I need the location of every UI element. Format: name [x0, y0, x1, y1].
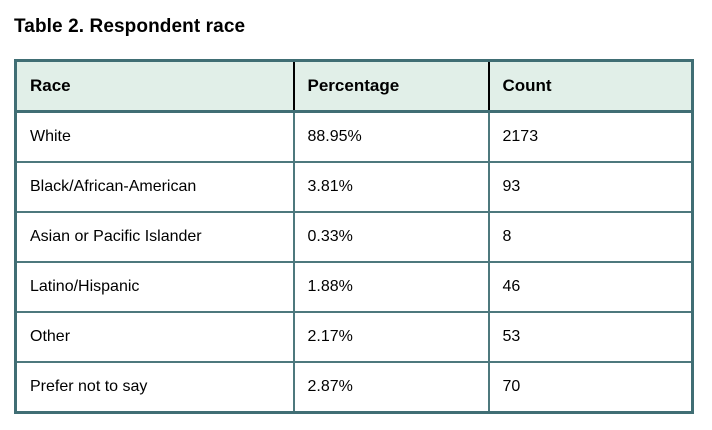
column-header-race: Race: [14, 60, 295, 113]
table-body: White 88.95% 2173 Black/African-American…: [14, 110, 694, 414]
percentage-cell: 3.81%: [292, 161, 490, 213]
count-cell: 8: [487, 211, 694, 263]
race-cell: White: [14, 110, 295, 163]
respondent-race-table: Race Percentage Count White 88.95% 2173 …: [14, 59, 694, 414]
header-row: Race Percentage Count: [14, 60, 694, 113]
count-cell: 2173: [487, 110, 694, 163]
table-row: Other 2.17% 53: [14, 311, 694, 363]
count-cell: 53: [487, 311, 694, 363]
count-cell: 70: [487, 361, 694, 414]
count-cell: 46: [487, 261, 694, 313]
race-cell: Prefer not to say: [14, 361, 295, 414]
table-row: Asian or Pacific Islander 0.33% 8: [14, 211, 694, 263]
race-cell: Latino/Hispanic: [14, 261, 295, 313]
table-header: Race Percentage Count: [14, 60, 694, 113]
percentage-cell: 2.87%: [292, 361, 490, 414]
table-caption: Table 2. Respondent race: [14, 16, 246, 37]
race-cell: Asian or Pacific Islander: [14, 211, 295, 263]
table-row: White 88.95% 2173: [14, 110, 694, 163]
percentage-cell: 0.33%: [292, 211, 490, 263]
count-cell: 93: [487, 161, 694, 213]
table-row: Black/African-American 3.81% 93: [14, 161, 694, 213]
percentage-cell: 2.17%: [292, 311, 490, 363]
table-row: Prefer not to say 2.87% 70: [14, 361, 694, 414]
document-page: Table 2. Respondent race Race Percentage…: [14, 16, 694, 414]
race-cell: Other: [14, 311, 295, 363]
percentage-cell: 88.95%: [292, 110, 490, 163]
table-row: Latino/Hispanic 1.88% 46: [14, 261, 694, 313]
percentage-cell: 1.88%: [292, 261, 490, 313]
race-cell: Black/African-American: [14, 161, 295, 213]
column-header-count: Count: [487, 60, 694, 113]
column-header-percentage: Percentage: [292, 60, 490, 113]
